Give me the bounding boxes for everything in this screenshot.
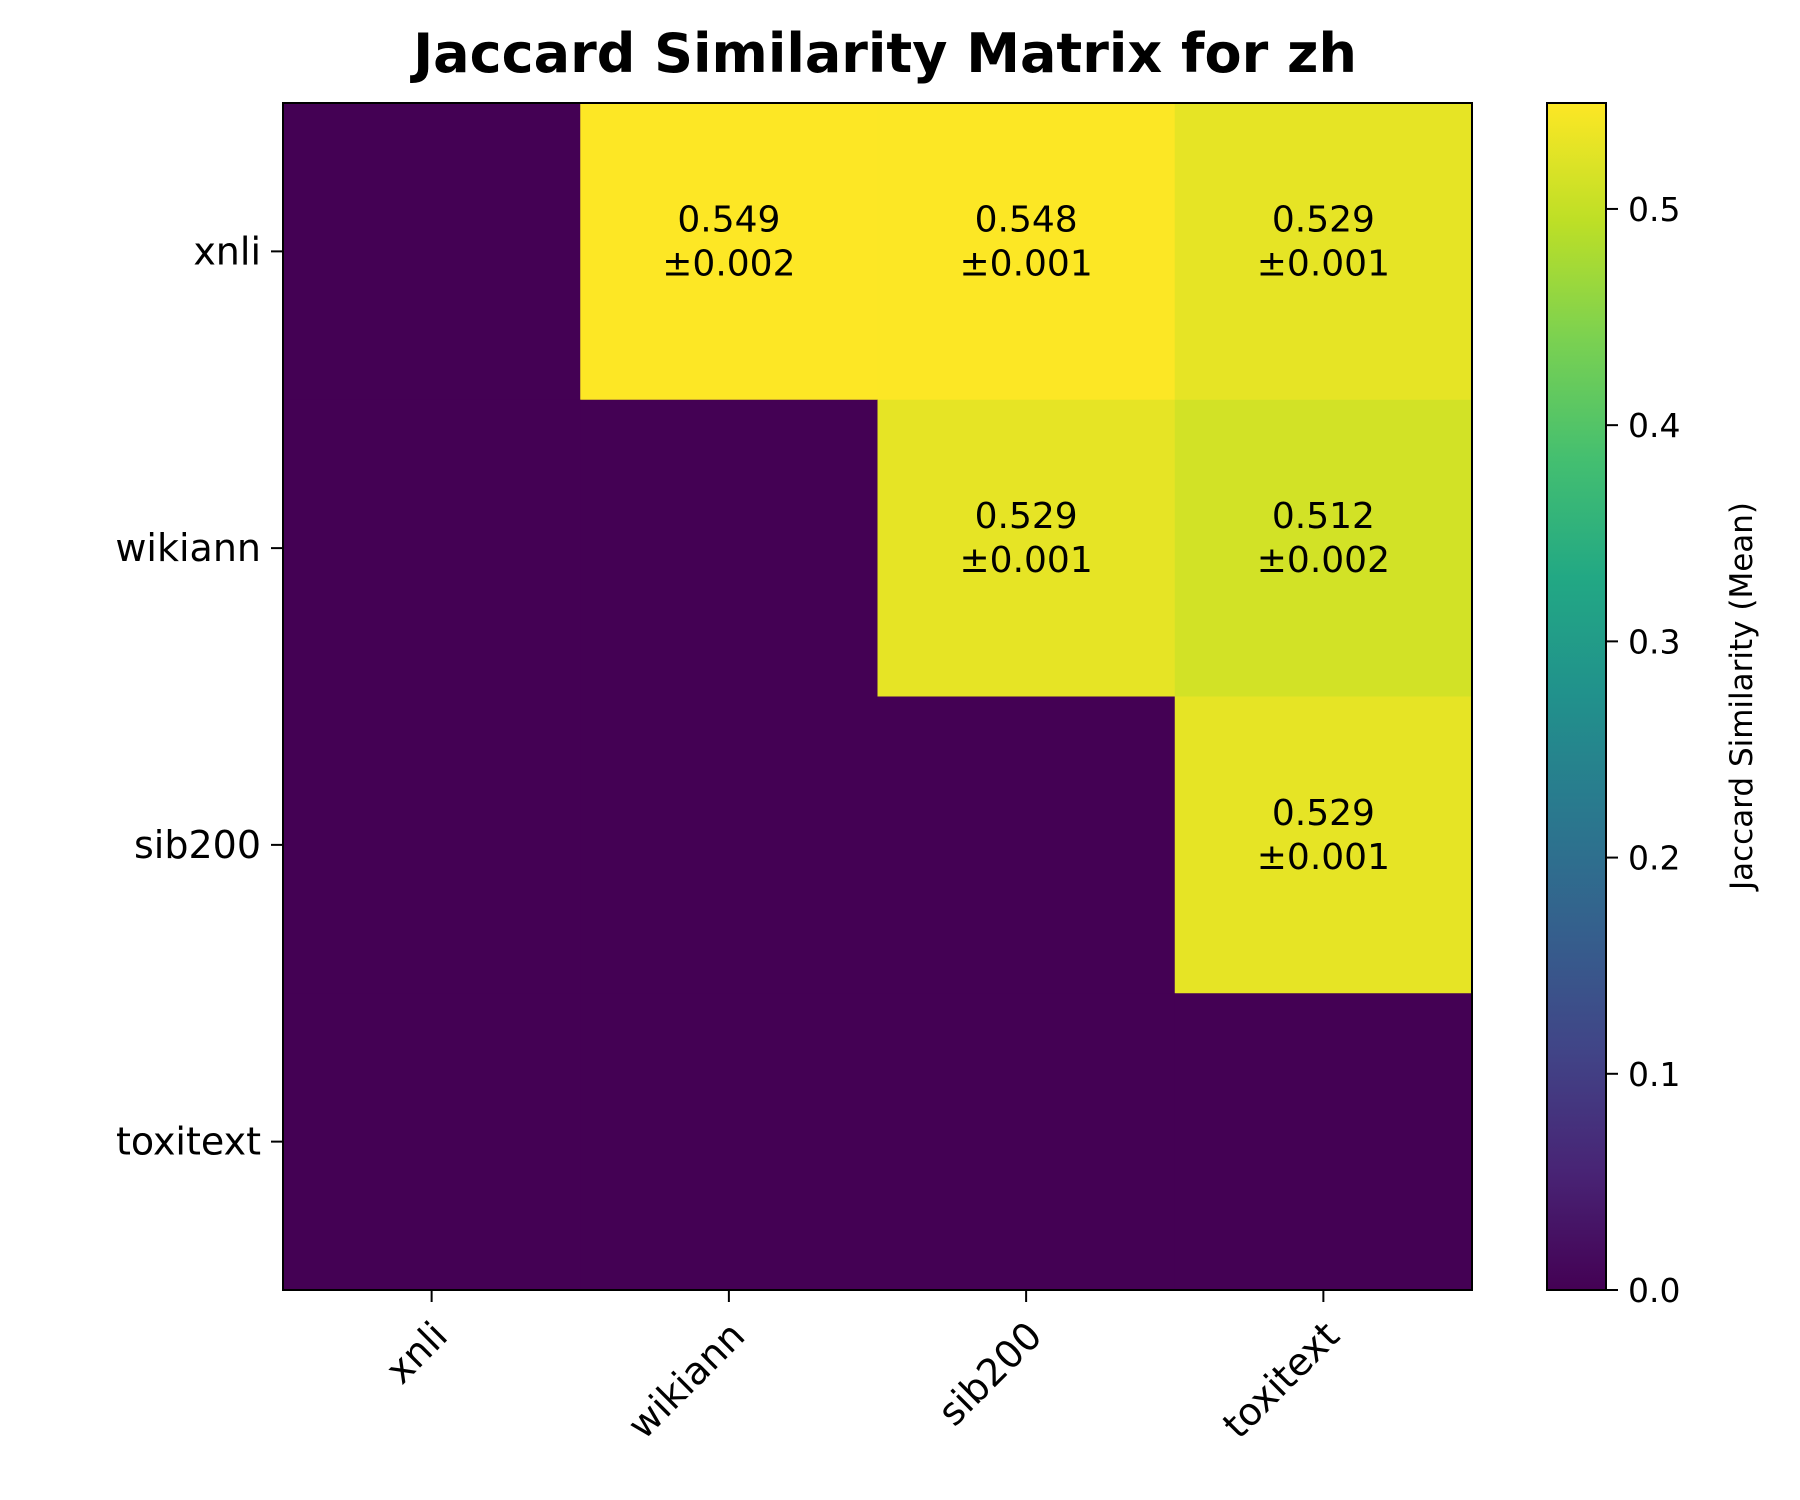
y-tick-label: wikiann bbox=[115, 526, 261, 570]
cell-label-xnli-wikiann: 0.549 ±0.002 bbox=[662, 199, 795, 284]
heatmap-cell-wikiann-xnli bbox=[283, 399, 581, 697]
x-tick-label: sib200 bbox=[930, 1313, 1051, 1434]
colorbar-tick-label: 0.3 bbox=[1628, 622, 1680, 661]
heatmap-cell-wikiann-sib200 bbox=[877, 399, 1176, 697]
x-axis: xnli wikiann sib200 toxitext bbox=[377, 1290, 1348, 1447]
colorbar-tick-label: 0.0 bbox=[1628, 1271, 1680, 1310]
heatmap-cell-toxitext-toxitext bbox=[1174, 993, 1473, 1291]
y-axis: xnli wikiann sib200 toxitext bbox=[115, 229, 283, 1164]
y-tick-label: toxitext bbox=[116, 1120, 261, 1164]
colorbar-ticks: 0.0 0.1 0.2 0.3 0.4 0.5 bbox=[1606, 190, 1680, 1310]
heatmap-cell-xnli-toxitext bbox=[1174, 103, 1473, 401]
cell-label-sib200-toxitext: 0.529 ±0.001 bbox=[1257, 793, 1390, 878]
x-tick-label: xnli bbox=[377, 1313, 456, 1392]
colorbar-tick-label: 0.1 bbox=[1628, 1055, 1680, 1094]
heatmap-cell-xnli-xnli bbox=[283, 103, 581, 401]
heatmap-cell-labels: 0.549 ±0.002 0.548 ±0.001 0.529 ±0.001 0.529 ±0… bbox=[662, 199, 1390, 878]
heatmap-cell-sib200-xnli bbox=[283, 696, 581, 994]
heatmap-cell-wikiann-toxitext bbox=[1174, 399, 1473, 697]
y-tick-label: sib200 bbox=[134, 823, 261, 867]
plot-frame bbox=[282, 102, 1473, 1291]
heatmap-cell-toxitext-xnli bbox=[283, 993, 581, 1291]
cell-label-wikiann-sib200: 0.529 ±0.001 bbox=[960, 496, 1093, 581]
colorbar bbox=[1546, 102, 1607, 1291]
heatmap-cell-wikiann-wikiann bbox=[580, 399, 878, 697]
colorbar-tick-label: 0.4 bbox=[1628, 406, 1680, 445]
y-tick-label: xnli bbox=[193, 229, 261, 273]
chart-title: Jaccard Similarity Matrix for zh bbox=[409, 22, 1357, 85]
x-tick-label: toxitext bbox=[1214, 1313, 1348, 1447]
heatmap-cells bbox=[283, 103, 1473, 1291]
heatmap-cell-xnli-sib200 bbox=[877, 103, 1176, 401]
heatmap-cell-toxitext-sib200 bbox=[877, 993, 1176, 1291]
colorbar-tick-label: 0.5 bbox=[1628, 190, 1680, 229]
x-tick-label: wikiann bbox=[619, 1313, 753, 1447]
cell-label-wikiann-toxitext: 0.512 ±0.002 bbox=[1257, 496, 1390, 581]
heatmap-cell-sib200-toxitext bbox=[1174, 696, 1473, 994]
cell-label-xnli-sib200: 0.548 ±0.001 bbox=[960, 199, 1093, 284]
cell-label-xnli-toxitext: 0.529 ±0.001 bbox=[1257, 199, 1390, 284]
heatmap-cell-sib200-wikiann bbox=[580, 696, 878, 994]
heatmap-cell-xnli-wikiann bbox=[580, 103, 878, 401]
colorbar-tick-label: 0.2 bbox=[1628, 839, 1680, 878]
heatmap-cell-toxitext-wikiann bbox=[580, 993, 878, 1291]
colorbar-label: Jaccard Similarity (Mean) bbox=[1724, 502, 1760, 892]
heatmap-cell-sib200-sib200 bbox=[877, 696, 1176, 994]
